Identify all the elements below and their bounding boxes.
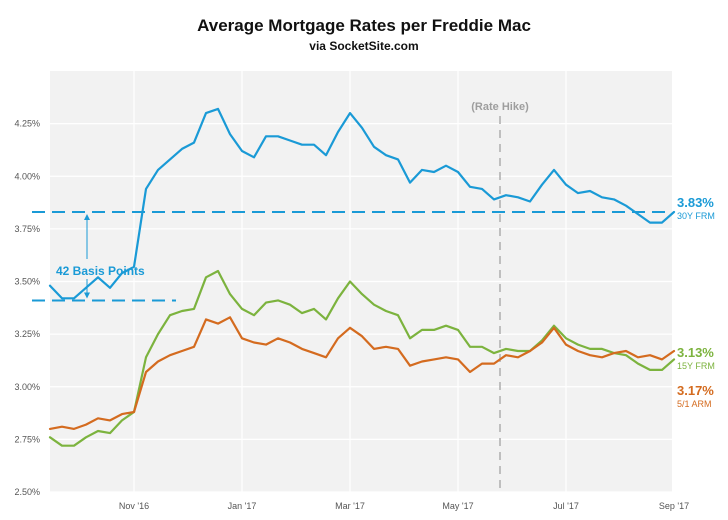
rate-hike-label: (Rate Hike) bbox=[471, 101, 529, 113]
x-axis-ticks: Nov '16 Jan '17 Mar '17 May '17 Jul '17 Sep '… bbox=[119, 501, 689, 511]
x-tick-label: May '17 bbox=[442, 501, 473, 511]
y-tick-label: 3.50% bbox=[14, 277, 40, 287]
basis-points-label-bg bbox=[54, 261, 154, 278]
y-tick-label: 3.00% bbox=[14, 382, 40, 392]
end-label-15y-series: 15Y FRM bbox=[677, 361, 715, 371]
y-tick-label: 2.75% bbox=[14, 434, 40, 444]
arrowhead-up-icon bbox=[84, 214, 90, 221]
x-tick-label: Mar '17 bbox=[335, 501, 365, 511]
end-label-30y-series: 30Y FRM bbox=[677, 211, 715, 221]
basis-points-label: 42 Basis Points bbox=[56, 264, 145, 278]
end-label-arm-series: 5/1 ARM bbox=[677, 399, 712, 409]
end-label-15y-value: 3.13% bbox=[677, 345, 714, 360]
y-tick-label: 4.25% bbox=[14, 119, 40, 129]
y-axis-ticks: 2.50% 2.75% 3.00% 3.25% 3.50% 3.75% 4.00% 4.25% bbox=[14, 119, 40, 497]
y-tick-label: 4.00% bbox=[14, 171, 40, 181]
y-tick-label: 2.50% bbox=[14, 487, 40, 497]
series-line-frm30 bbox=[48, 107, 676, 300]
series-line-arm51 bbox=[48, 316, 676, 430]
x-tick-label: Nov '16 bbox=[119, 501, 149, 511]
end-label-arm-value: 3.17% bbox=[677, 383, 714, 398]
x-tick-label: Jul '17 bbox=[553, 501, 579, 511]
y-tick-label: 3.75% bbox=[14, 224, 40, 234]
arrowhead-down-icon bbox=[84, 292, 90, 299]
y-tick-label: 3.25% bbox=[14, 329, 40, 339]
series-lines bbox=[48, 107, 676, 447]
end-label-30y-value: 3.83% bbox=[677, 195, 714, 210]
series-line-frm15 bbox=[48, 269, 676, 447]
chart-subtitle: via SocketSite.com bbox=[309, 39, 418, 53]
chart-title: Average Mortgage Rates per Freddie Mac bbox=[197, 16, 531, 35]
x-tick-label: Sep '17 bbox=[659, 501, 689, 511]
x-tick-label: Jan '17 bbox=[228, 501, 257, 511]
